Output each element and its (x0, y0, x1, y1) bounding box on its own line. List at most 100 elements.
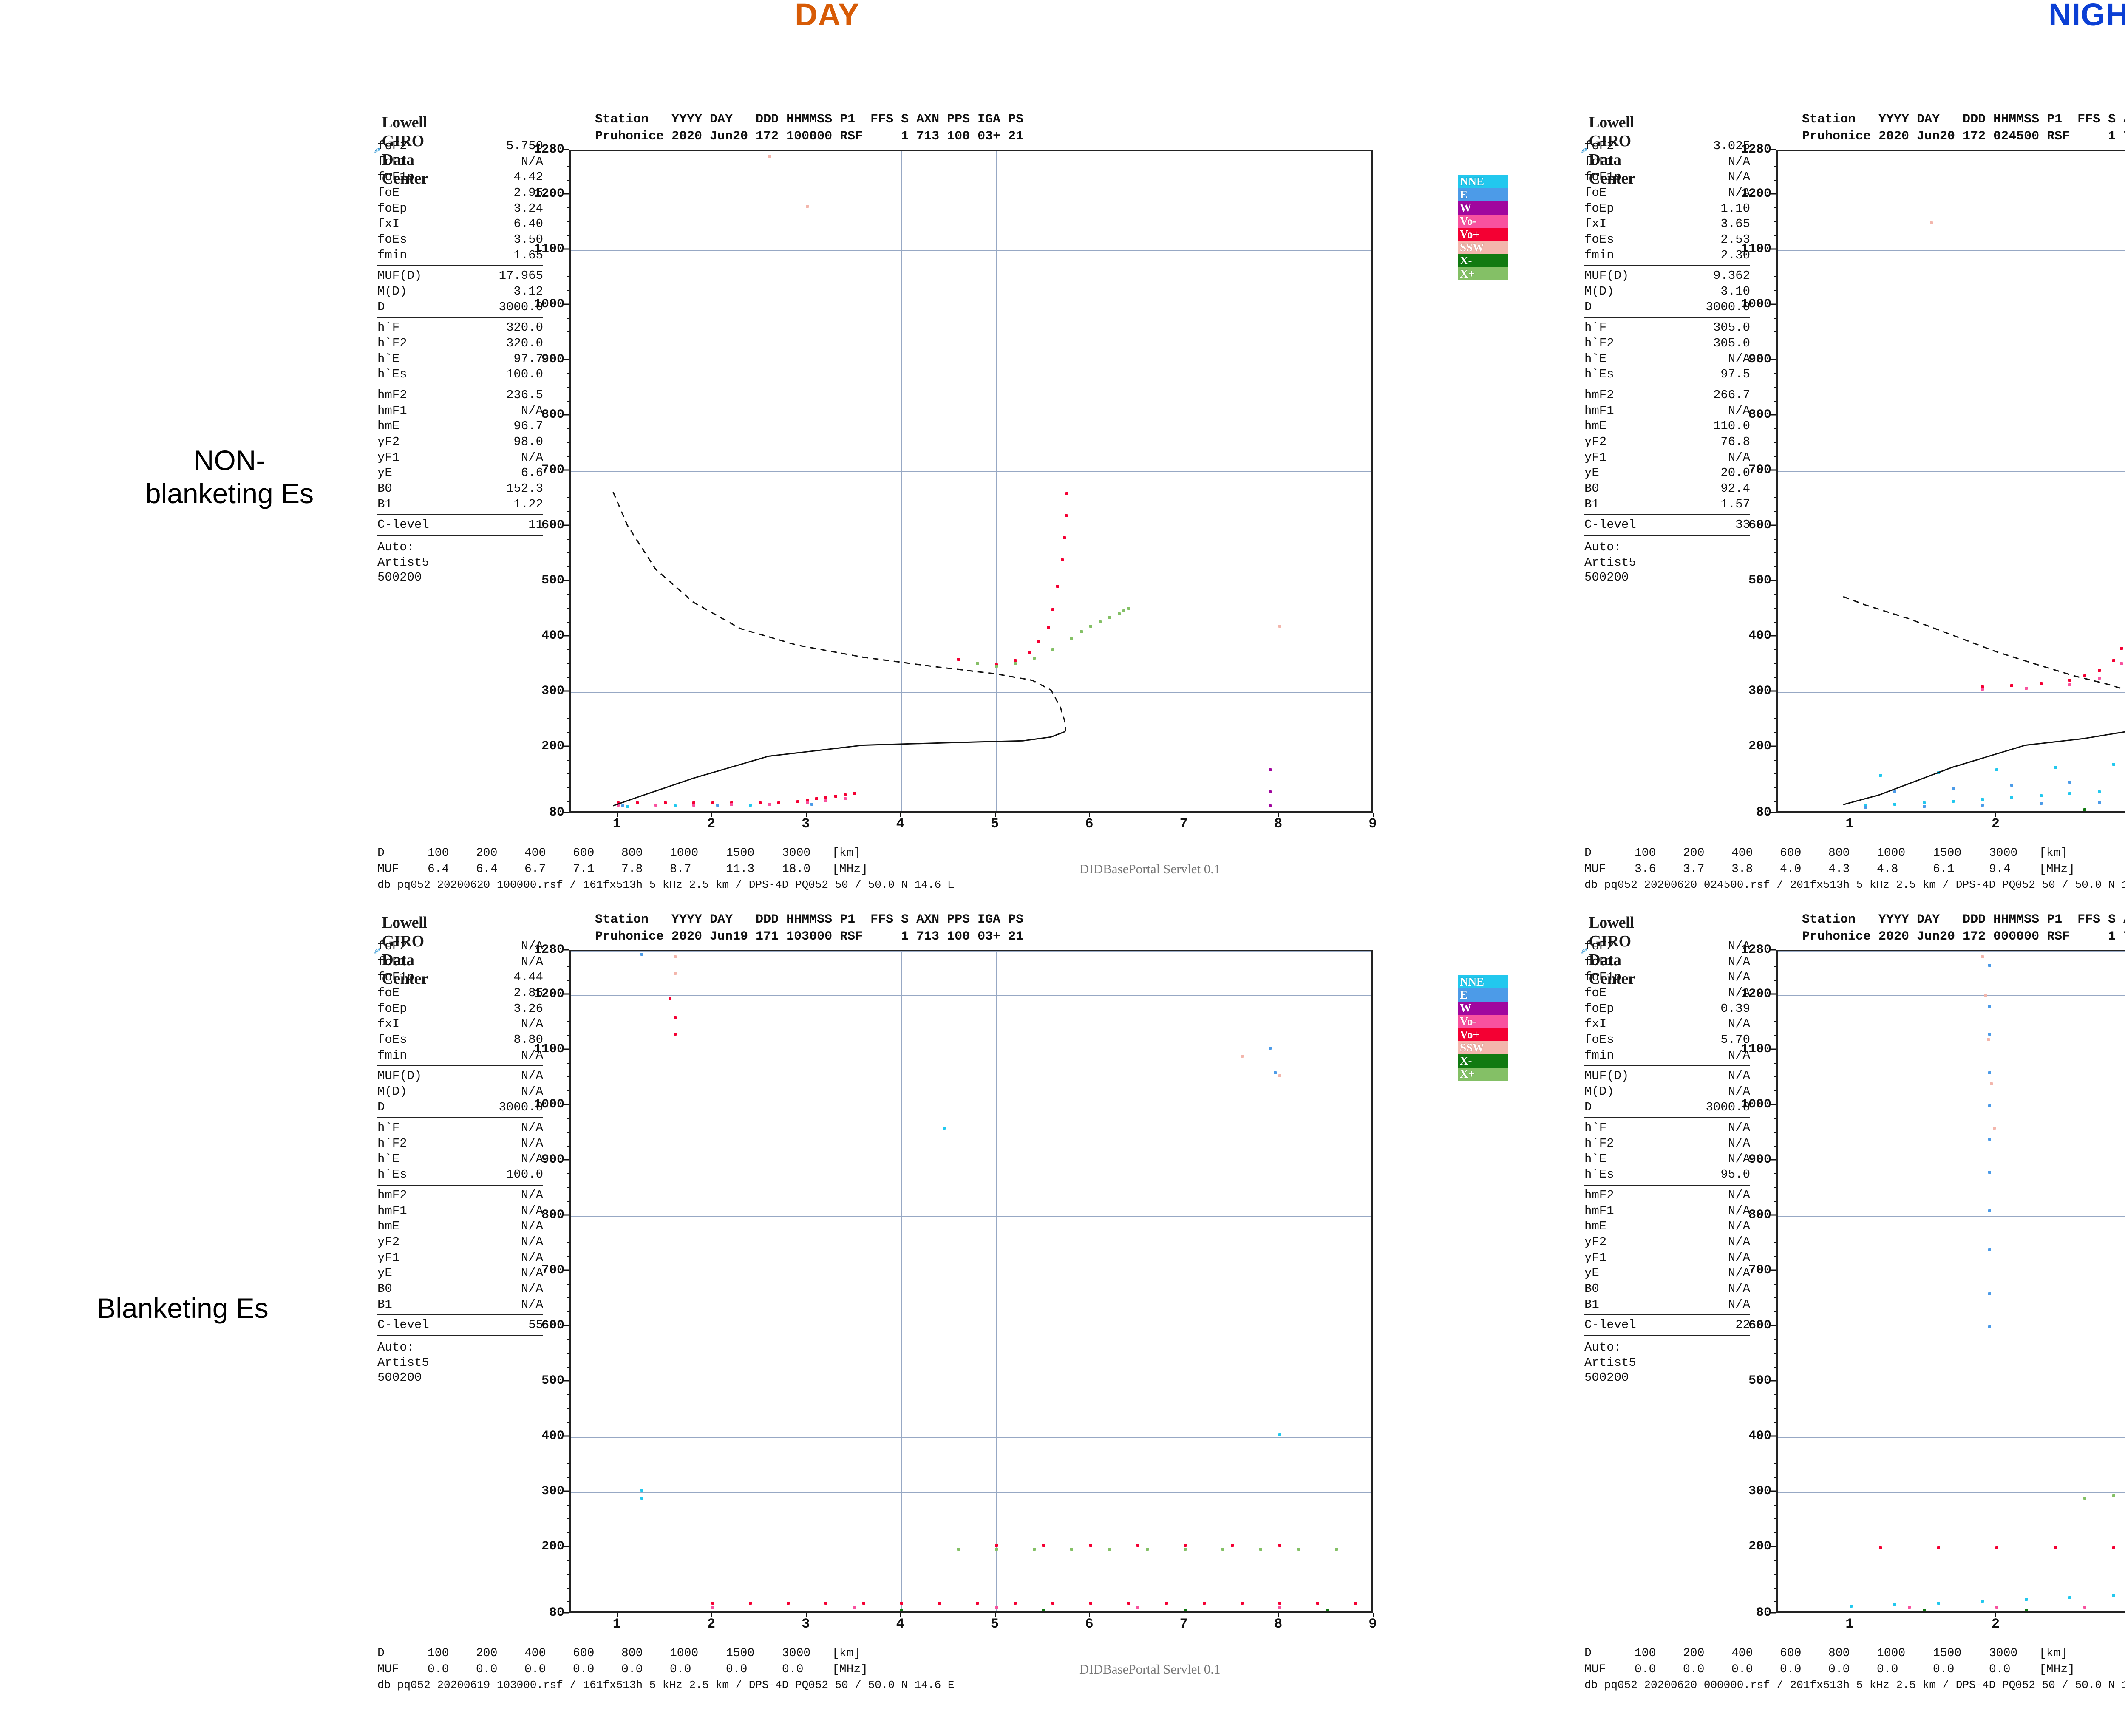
data-point (664, 801, 667, 804)
parameter-key: hmE (1584, 419, 1607, 433)
parameter-key: foF1 (1584, 154, 1614, 169)
gridline-horizontal (1778, 1492, 2125, 1493)
parameter-separator (1584, 1065, 1750, 1067)
distance-value: 100 (428, 847, 449, 860)
legend-item-x[interactable]: X- (1458, 1054, 1508, 1068)
data-point (1988, 1292, 1992, 1295)
y-tick-label: 600 (541, 518, 564, 532)
legend-item-vo[interactable]: Vo- (1458, 1015, 1508, 1028)
legend-item-ssw[interactable]: SSW (1458, 241, 1508, 254)
parameter-row: hmF1 N/A (377, 1204, 543, 1219)
y-tick-label: 300 (541, 1484, 564, 1498)
auto-line: 500200 (377, 1370, 422, 1385)
data-point (1014, 1602, 1017, 1605)
parameter-value: 3000.0 (1706, 300, 1750, 314)
legend-item-w[interactable]: W (1458, 1002, 1508, 1015)
legend-item-w[interactable]: W (1458, 201, 1508, 215)
parameter-value: N/A (521, 1152, 543, 1166)
parameter-value: 2.53 (1720, 232, 1750, 247)
data-point (1988, 1248, 1992, 1251)
parameter-key: yF2 (377, 435, 400, 449)
parameter-key: foEp (1584, 1001, 1614, 1016)
parameter-key: foF2 (377, 939, 407, 953)
parameter-key: yF1 (377, 450, 400, 464)
data-point (1937, 1602, 1940, 1605)
parameter-key: fxI (377, 1017, 400, 1031)
legend-item-ssw[interactable]: SSW (1458, 1041, 1508, 1054)
data-point (1127, 607, 1130, 610)
parameter-value: N/A (521, 450, 543, 464)
x-tick-label: 7 (1179, 1616, 1188, 1632)
parameter-separator (377, 1065, 543, 1067)
data-point (824, 799, 828, 802)
panel-header-table: Station YYYY DAY DDD HHMMSS P1 FFS S AXN… (595, 111, 1023, 145)
parameter-key: h`Es (1584, 1167, 1614, 1182)
data-point (2068, 683, 2072, 686)
legend-item-x[interactable]: X+ (1458, 1068, 1508, 1081)
legend-item-nne[interactable]: NNE (1458, 175, 1508, 188)
y-tick-mark-minor (1774, 1256, 1776, 1257)
parameter-row: yF1 N/A (1584, 1250, 1750, 1266)
x-tick-label: 1 (612, 816, 621, 832)
data-point (1878, 774, 1882, 777)
parameter-value: 55 (528, 1318, 543, 1332)
parameter-value: N/A (521, 1048, 543, 1062)
y-tick-mark (1771, 303, 1776, 305)
legend-item-vo[interactable]: Vo- (1458, 215, 1508, 228)
data-point (994, 1547, 998, 1551)
y-tick-mark (1771, 1380, 1776, 1382)
y-tick-mark-minor (567, 1035, 570, 1036)
muf-value: 0.0 (1780, 1663, 1802, 1676)
y-tick-label: 1100 (1740, 242, 1771, 256)
distance-value: 1500 (1933, 847, 1962, 860)
y-tick-mark-minor (567, 1408, 570, 1409)
data-point (1051, 608, 1054, 611)
gridline-vertical (807, 951, 808, 1611)
legend-item-x[interactable]: X- (1458, 254, 1508, 267)
legend-item-nne[interactable]: NNE (1458, 975, 1508, 988)
parameter-row: hmF2 266.7 (1584, 388, 1750, 403)
legend-item-vo[interactable]: Vo+ (1458, 1028, 1508, 1041)
legend-item-e[interactable]: E (1458, 188, 1508, 201)
distance-value: 3000 (782, 1647, 811, 1660)
x-tick-label: 5 (990, 816, 999, 832)
parameter-value: 1.57 (1720, 497, 1750, 511)
data-point (1988, 1138, 1992, 1141)
data-point (2083, 674, 2086, 677)
parameter-row: yE N/A (1584, 1266, 1750, 1281)
muf-value: 0.0 (1828, 1663, 1850, 1676)
y-tick-mark-minor (1774, 1297, 1776, 1298)
data-point (673, 1016, 677, 1019)
y-tick-mark-minor (567, 1187, 570, 1188)
distance-value: 3000 (1989, 1647, 2018, 1660)
auto-line: Artist5 (1584, 555, 1636, 569)
distance-unit: [km] (2039, 1647, 2068, 1660)
parameter-row: h`F N/A (1584, 1120, 1750, 1136)
data-point (1278, 1543, 1281, 1547)
data-point (1089, 625, 1092, 628)
y-tick-mark (564, 303, 570, 305)
y-tick-mark-minor (567, 732, 570, 733)
distance-value: 600 (1780, 1647, 1802, 1660)
parameter-separator (377, 317, 543, 318)
data-point (976, 662, 979, 666)
legend-item-e[interactable]: E (1458, 988, 1508, 1002)
parameter-row: foEp 3.24 (377, 201, 543, 217)
data-point (654, 804, 658, 807)
data-point (1930, 221, 1933, 224)
parameter-key: B1 (1584, 1297, 1599, 1311)
parameter-row: fxI N/A (377, 1017, 543, 1032)
y-tick-mark-minor (567, 801, 570, 802)
data-point (1037, 640, 1040, 643)
column-title-day: DAY (795, 0, 860, 32)
muf-value: 0.0 (1989, 1663, 2011, 1676)
panel-header-table: Station YYYY DAY DDD HHMMSS P1 FFS S AXN… (1802, 111, 2125, 145)
parameter-value: 5.70 (1720, 1033, 1750, 1047)
legend-item-x[interactable]: X+ (1458, 267, 1508, 280)
parameter-value: 110.0 (1713, 419, 1750, 433)
y-tick-mark-minor (567, 773, 570, 774)
gridline-horizontal (1778, 471, 2125, 472)
parameter-row: foEs 5.70 (1584, 1032, 1750, 1048)
legend-item-vo[interactable]: Vo+ (1458, 228, 1508, 241)
data-point (2039, 802, 2043, 805)
